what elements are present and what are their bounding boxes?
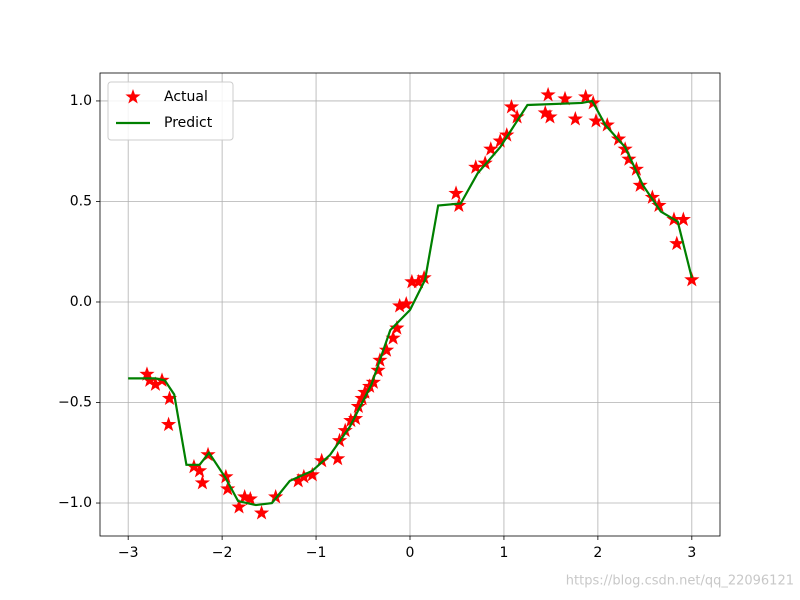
star-marker: [350, 398, 366, 413]
x-tick-label: −2: [212, 545, 233, 561]
y-tick-label: 0.5: [70, 193, 92, 209]
star-marker: [503, 98, 520, 114]
predict-line: [128, 99, 693, 507]
star-marker: [416, 269, 432, 285]
star-marker: [578, 88, 594, 104]
star-marker: [304, 466, 320, 482]
star-marker: [392, 298, 408, 313]
star-marker: [253, 505, 270, 520]
star-marker: [231, 499, 247, 514]
star-marker: [567, 111, 583, 126]
star-marker: [542, 109, 558, 124]
star-marker: [220, 480, 236, 496]
star-marker: [477, 155, 493, 170]
star-marker: [385, 330, 401, 345]
star-marker: [628, 161, 644, 176]
star-marker: [483, 141, 499, 156]
star-marker: [147, 376, 164, 391]
star-marker: [632, 177, 648, 192]
star-marker: [448, 185, 464, 200]
star-marker: [404, 273, 420, 289]
star-marker: [139, 366, 155, 381]
legend-star: [125, 89, 141, 104]
star-marker: [370, 362, 386, 377]
star-marker: [537, 105, 553, 120]
star-marker: [314, 452, 330, 468]
y-tick-label: −0.5: [58, 395, 92, 411]
star-marker: [675, 211, 691, 227]
star-marker: [599, 117, 615, 132]
star-marker: [398, 296, 414, 311]
star-marker: [191, 462, 208, 478]
star-marker: [499, 127, 515, 142]
star-marker: [509, 109, 525, 124]
star-marker: [290, 472, 306, 488]
watermark: https://blog.csdn.net/qq_22096121: [566, 574, 794, 589]
legend-box: [107, 81, 234, 141]
x-tick-label: −3: [118, 545, 139, 561]
axes-frame: [99, 72, 721, 537]
star-marker: [684, 271, 700, 287]
x-tick-label: 3: [687, 545, 696, 561]
star-marker: [186, 458, 202, 474]
legend-label: Actual: [164, 89, 208, 105]
star-marker: [410, 273, 427, 289]
star-marker: [343, 412, 359, 428]
star-marker: [669, 235, 685, 251]
star-marker: [337, 422, 353, 438]
star-marker: [218, 468, 234, 484]
star-marker: [588, 113, 604, 128]
y-tick-label: 1.0: [70, 93, 92, 109]
x-tick-label: −1: [306, 545, 327, 561]
star-marker: [161, 390, 178, 405]
star-marker: [296, 468, 312, 484]
star-marker: [651, 197, 667, 212]
star-marker: [160, 416, 177, 432]
y-tick-label: 0.0: [70, 294, 92, 310]
star-marker: [557, 90, 573, 106]
star-marker: [268, 489, 284, 504]
star-marker: [237, 489, 253, 504]
star-marker: [621, 151, 637, 166]
star-marker: [644, 189, 660, 204]
star-marker: [330, 450, 346, 466]
star-marker: [357, 384, 373, 399]
star-marker: [389, 320, 405, 335]
star-marker: [242, 491, 258, 506]
star-marker: [492, 133, 508, 148]
legend-label: Predict: [164, 115, 213, 131]
star-marker: [540, 86, 556, 102]
y-tick-label: −1.0: [58, 495, 92, 511]
x-tick-label: 0: [406, 545, 415, 561]
star-marker: [194, 474, 210, 490]
star-marker: [468, 159, 484, 174]
star-marker: [378, 342, 395, 357]
star-marker: [142, 372, 158, 387]
x-tick-label: 1: [499, 545, 508, 561]
x-tick-label: 2: [593, 545, 602, 561]
star-marker: [354, 390, 370, 405]
